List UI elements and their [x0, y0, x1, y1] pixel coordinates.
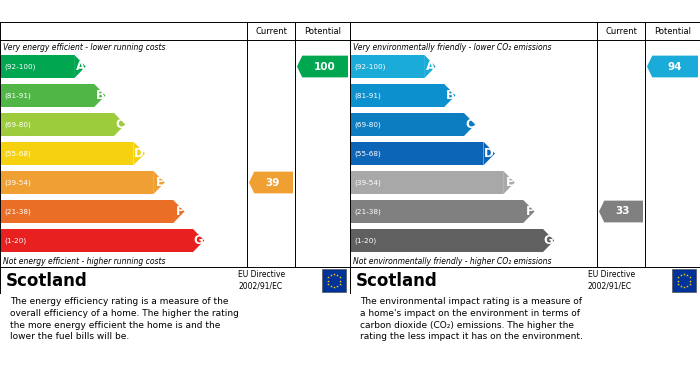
Text: Energy Efficiency Rating: Energy Efficiency Rating	[8, 5, 172, 18]
Bar	[350, 55, 424, 78]
Text: (92-100): (92-100)	[4, 63, 36, 70]
Text: Not energy efficient - higher running costs: Not energy efficient - higher running co…	[3, 258, 165, 267]
Polygon shape	[463, 113, 475, 136]
Text: D: D	[134, 147, 144, 160]
Text: 39: 39	[266, 178, 280, 188]
Text: The energy efficiency rating is a measure of the
overall efficiency of a home. T: The energy efficiency rating is a measur…	[10, 297, 239, 341]
Bar	[350, 170, 503, 194]
Text: (55-68): (55-68)	[4, 150, 31, 157]
Text: G: G	[543, 234, 553, 247]
Bar	[0, 200, 173, 223]
Polygon shape	[647, 56, 698, 77]
Text: G: G	[193, 234, 203, 247]
Text: A: A	[76, 60, 85, 73]
Text: F: F	[526, 205, 533, 218]
Bar	[350, 84, 444, 108]
Text: E: E	[155, 176, 164, 189]
Polygon shape	[134, 142, 145, 165]
Bar	[322, 269, 346, 292]
Bar	[0, 229, 193, 252]
Text: Scotland: Scotland	[356, 271, 438, 289]
Text: D: D	[484, 147, 494, 160]
Bar	[0, 84, 94, 108]
Text: (69-80): (69-80)	[4, 121, 31, 128]
Text: The environmental impact rating is a measure of
a home's impact on the environme: The environmental impact rating is a mea…	[360, 297, 583, 341]
Bar	[0, 142, 134, 165]
Polygon shape	[599, 201, 643, 222]
Text: C: C	[116, 118, 124, 131]
Bar	[350, 113, 463, 136]
Text: B: B	[445, 89, 454, 102]
Text: (81-91): (81-91)	[354, 92, 381, 99]
Bar	[350, 200, 523, 223]
Text: Not environmentally friendly - higher CO₂ emissions: Not environmentally friendly - higher CO…	[353, 258, 552, 267]
Bar	[672, 269, 696, 292]
Polygon shape	[193, 229, 204, 252]
Text: B: B	[95, 89, 104, 102]
Polygon shape	[173, 200, 185, 223]
Text: A: A	[426, 60, 435, 73]
Text: EU Directive
2002/91/EC: EU Directive 2002/91/EC	[588, 271, 635, 291]
Text: Current: Current	[255, 27, 287, 36]
Bar	[0, 170, 153, 194]
Text: 100: 100	[314, 61, 335, 72]
Polygon shape	[94, 84, 106, 108]
Text: (21-38): (21-38)	[354, 208, 381, 215]
Text: (21-38): (21-38)	[4, 208, 31, 215]
Bar	[350, 142, 484, 165]
Bar	[0, 113, 113, 136]
Text: (92-100): (92-100)	[354, 63, 386, 70]
Polygon shape	[249, 172, 293, 194]
Text: (39-54): (39-54)	[354, 179, 381, 186]
Text: Current: Current	[605, 27, 637, 36]
Text: Very environmentally friendly - lower CO₂ emissions: Very environmentally friendly - lower CO…	[353, 43, 552, 52]
Polygon shape	[503, 170, 514, 194]
Text: E: E	[505, 176, 514, 189]
Polygon shape	[444, 84, 456, 108]
Polygon shape	[113, 113, 125, 136]
Polygon shape	[523, 200, 535, 223]
Text: (55-68): (55-68)	[354, 150, 381, 157]
Text: (81-91): (81-91)	[4, 92, 31, 99]
Text: (1-20): (1-20)	[354, 237, 376, 244]
Text: F: F	[176, 205, 183, 218]
Polygon shape	[74, 55, 85, 78]
Polygon shape	[424, 55, 435, 78]
Text: 94: 94	[667, 61, 682, 72]
Bar	[0, 55, 74, 78]
Text: (39-54): (39-54)	[4, 179, 31, 186]
Text: 33: 33	[616, 206, 630, 217]
Text: (69-80): (69-80)	[354, 121, 381, 128]
Text: Potential: Potential	[304, 27, 341, 36]
Text: C: C	[466, 118, 474, 131]
Text: Environmental Impact (CO₂) Rating: Environmental Impact (CO₂) Rating	[358, 5, 591, 18]
Polygon shape	[542, 229, 554, 252]
Text: Scotland: Scotland	[6, 271, 88, 289]
Polygon shape	[484, 142, 495, 165]
Text: EU Directive
2002/91/EC: EU Directive 2002/91/EC	[238, 271, 285, 291]
Text: Potential: Potential	[654, 27, 691, 36]
Polygon shape	[153, 170, 164, 194]
Text: Very energy efficient - lower running costs: Very energy efficient - lower running co…	[3, 43, 165, 52]
Bar	[350, 229, 542, 252]
Text: (1-20): (1-20)	[4, 237, 26, 244]
Polygon shape	[297, 56, 348, 77]
